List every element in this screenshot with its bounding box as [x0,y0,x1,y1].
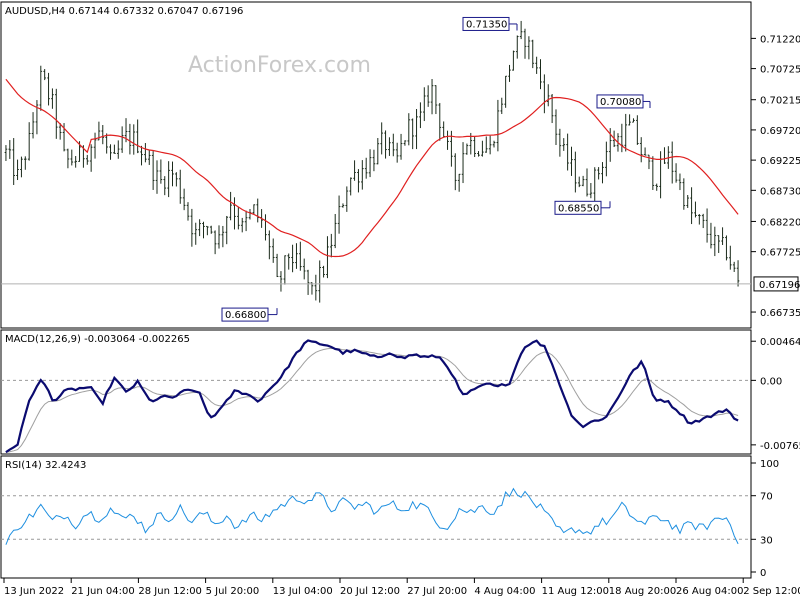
macd-tick-label: -0.007653 [760,441,800,452]
price-y-axis: 0.71220 0.70725 0.70215 0.69720 0.69225 0.687… [751,34,800,319]
price-title: AUDUSD,H4 0.67144 0.67332 0.67047 0.6719… [5,6,243,17]
macd-y-axis: 0.004643 0.00 -0.007653 [751,337,800,452]
rsi-title: RSI(14) 32.4243 [5,460,86,471]
price-candles [4,20,740,303]
price-panel [0,1,752,329]
annotation-label: 0.71350 [466,19,507,30]
macd-panel [0,329,752,455]
price-annotations: 0.71350 0.70080 0.68550 0.66800 [221,16,651,322]
x-tick-label: 18 Aug 20:00 [609,586,676,597]
price-tick-label: 0.66735 [760,308,800,319]
macd-tick-label: 0.004643 [760,337,800,348]
x-tick-label: 13 Jun 2022 [4,586,64,597]
price-tick-label: 0.68730 [760,186,800,197]
rsi-series [1,487,751,545]
rsi-tick-label: 70 [760,492,773,503]
watermark: ActionForex.com [188,53,371,78]
x-tick-label: 4 Aug 04:00 [474,586,535,597]
x-tick-label: 2 Sep 12:00 [743,586,800,597]
rsi-panel [0,455,752,579]
macd-signal-line [5,347,739,453]
x-tick-label: 27 Jul 20:00 [407,586,467,597]
price-tick-label: 0.69720 [760,126,800,137]
price-tick-label: 0.70215 [760,96,800,107]
x-tick-label: 13 Jul 04:00 [273,586,333,597]
price-tick-label: 0.68220 [760,217,800,228]
rsi-tick-label: 0 [760,568,766,579]
macd-title: MACD(12,26,9) -0.003064 -0.002265 [5,334,190,345]
time-x-axis: 13 Jun 2022 21 Jun 04:00 28 Jun 12:00 5 Jul… [3,578,800,597]
current-price-box [753,276,799,292]
rsi-y-axis: 100 70 30 0 [751,459,779,579]
price-tick-label: 0.71220 [760,34,800,45]
price-tick-label: 0.67725 [760,248,800,259]
price-tick-label: 0.69225 [760,156,800,167]
price-tick-label: 0.70725 [760,65,800,76]
macd-series [1,339,751,454]
annotation-label: 0.70080 [600,97,641,108]
macd-tick-label: 0.00 [760,376,782,387]
x-tick-label: 26 Aug 04:00 [676,586,743,597]
moving-average-line [5,78,739,258]
x-tick-label: 21 Jun 04:00 [71,586,135,597]
x-tick-label: 5 Jul 20:00 [206,586,260,597]
x-tick-label: 11 Aug 12:00 [542,586,609,597]
x-tick-label: 28 Jun 12:00 [138,586,202,597]
annotation-label: 0.66800 [225,310,266,321]
rsi-line [5,487,739,545]
rsi-tick-label: 100 [760,459,779,470]
moving-average-line: 0.67196 [1,78,800,292]
current-price-label: 0.67196 [759,280,800,291]
rsi-tick-label: 30 [760,535,773,546]
x-tick-label: 20 Jul 12:00 [340,586,400,597]
macd-line [5,339,739,454]
annotation-label: 0.68550 [558,203,599,214]
